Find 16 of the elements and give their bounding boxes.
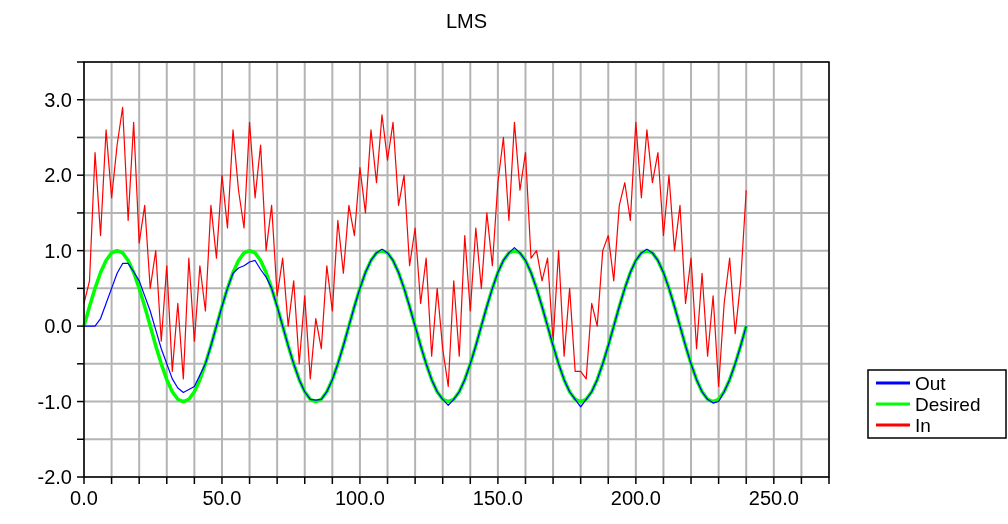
x-tick-label: 150.0 xyxy=(472,487,523,509)
legend-label: Out xyxy=(915,373,947,394)
x-tick-label: 100.0 xyxy=(334,487,385,509)
y-tick-label: -2.0 xyxy=(37,466,72,488)
x-tick-label: 200.0 xyxy=(610,487,661,509)
legend-label: In xyxy=(915,415,931,436)
legend-label: Desired xyxy=(915,394,981,415)
chart-title: LMS xyxy=(445,10,488,32)
x-tick-label: 250.0 xyxy=(748,487,799,509)
x-tick-label: 0.0 xyxy=(70,487,98,509)
y-tick-label: 0.0 xyxy=(44,315,72,338)
y-tick-label: 3.0 xyxy=(44,88,72,111)
y-tick-label: 2.0 xyxy=(44,164,72,187)
y-tick-label: 1.0 xyxy=(44,239,72,262)
x-tick-label: 50.0 xyxy=(202,487,242,509)
y-tick-label: -1.0 xyxy=(37,390,72,413)
